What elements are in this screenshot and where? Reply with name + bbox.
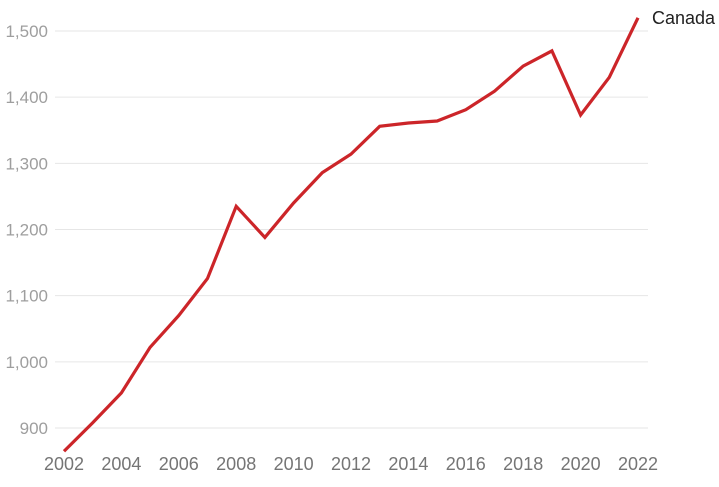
x-tick-label-2020: 2020 xyxy=(561,454,601,474)
x-tick-label-2002: 2002 xyxy=(44,454,84,474)
x-tick-label-2012: 2012 xyxy=(331,454,371,474)
gridlines xyxy=(55,30,648,429)
x-tick-label-2018: 2018 xyxy=(503,454,543,474)
x-tick-label-2022: 2022 xyxy=(618,454,658,474)
y-tick-label-1100: 1,100 xyxy=(5,287,48,306)
y-axis-tick-labels: 900 1,000 1,100 1,200 1,300 1,400 1,500 xyxy=(5,22,48,438)
y-tick-label-1200: 1,200 xyxy=(5,221,48,240)
x-tick-label-2004: 2004 xyxy=(101,454,141,474)
y-tick-label-1300: 1,300 xyxy=(5,154,48,173)
series-label-canada: Canada xyxy=(652,8,716,28)
y-tick-label-1000: 1,000 xyxy=(5,353,48,372)
x-tick-label-2010: 2010 xyxy=(274,454,314,474)
x-axis-tick-labels: 2002 2004 2006 2008 2010 2012 2014 2016 2018 2020… xyxy=(44,454,658,474)
y-tick-label-1500: 1,500 xyxy=(5,22,48,41)
x-tick-label-2008: 2008 xyxy=(216,454,256,474)
x-tick-label-2014: 2014 xyxy=(388,454,428,474)
x-tick-label-2016: 2016 xyxy=(446,454,486,474)
x-tick-label-2006: 2006 xyxy=(159,454,199,474)
y-tick-label-1400: 1,400 xyxy=(5,88,48,107)
y-tick-label-900: 900 xyxy=(20,419,48,438)
data-series xyxy=(62,17,640,453)
data-line-canada xyxy=(62,17,640,453)
